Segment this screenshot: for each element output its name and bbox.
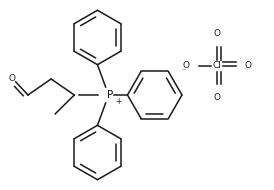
Text: +: + [116,97,122,106]
Text: ⁻: ⁻ [182,66,186,75]
Text: O: O [214,93,221,102]
Text: O: O [214,29,221,38]
Text: O: O [183,61,190,70]
Text: O: O [245,61,252,70]
Text: Cl: Cl [213,61,222,70]
Text: P: P [107,90,113,100]
Text: O: O [8,74,15,83]
